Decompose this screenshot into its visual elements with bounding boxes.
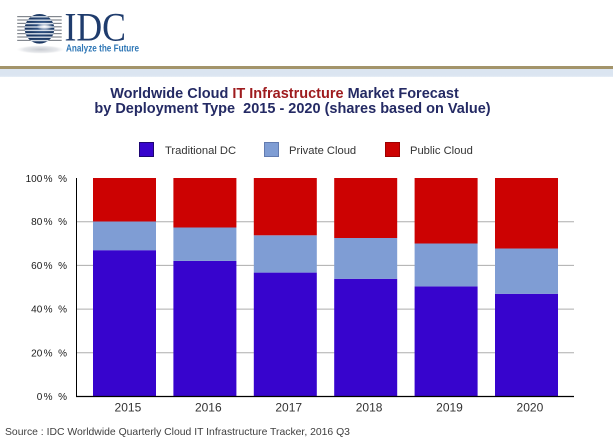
svg-text:%: % [58, 348, 67, 359]
svg-text:40: 40 [31, 305, 43, 316]
svg-text:60: 60 [31, 261, 43, 272]
svg-text:%: % [44, 261, 53, 272]
svg-text:%: % [44, 348, 53, 359]
svg-text:%: % [44, 174, 53, 185]
svg-text:%: % [44, 305, 53, 316]
svg-text:%: % [44, 217, 53, 228]
svg-text:%: % [58, 305, 67, 316]
svg-text:0: 0 [37, 392, 43, 403]
svg-text:%: % [44, 392, 53, 403]
svg-text:IDC: IDC [65, 5, 127, 50]
svg-text:2019: 2019 [436, 400, 463, 414]
svg-text:2016: 2016 [195, 400, 222, 414]
svg-text:%: % [58, 261, 67, 272]
svg-text:80: 80 [31, 217, 43, 228]
svg-text:2015: 2015 [115, 400, 142, 414]
svg-text:100: 100 [26, 174, 43, 185]
svg-text:2017: 2017 [275, 400, 302, 414]
svg-text:2020: 2020 [517, 400, 544, 414]
svg-text:20: 20 [31, 348, 43, 359]
svg-text:%: % [58, 174, 67, 185]
svg-text:%: % [58, 392, 67, 403]
svg-text:Analyze the Future: Analyze the Future [66, 43, 139, 55]
svg-text:%: % [58, 217, 67, 228]
svg-text:2018: 2018 [356, 400, 383, 414]
